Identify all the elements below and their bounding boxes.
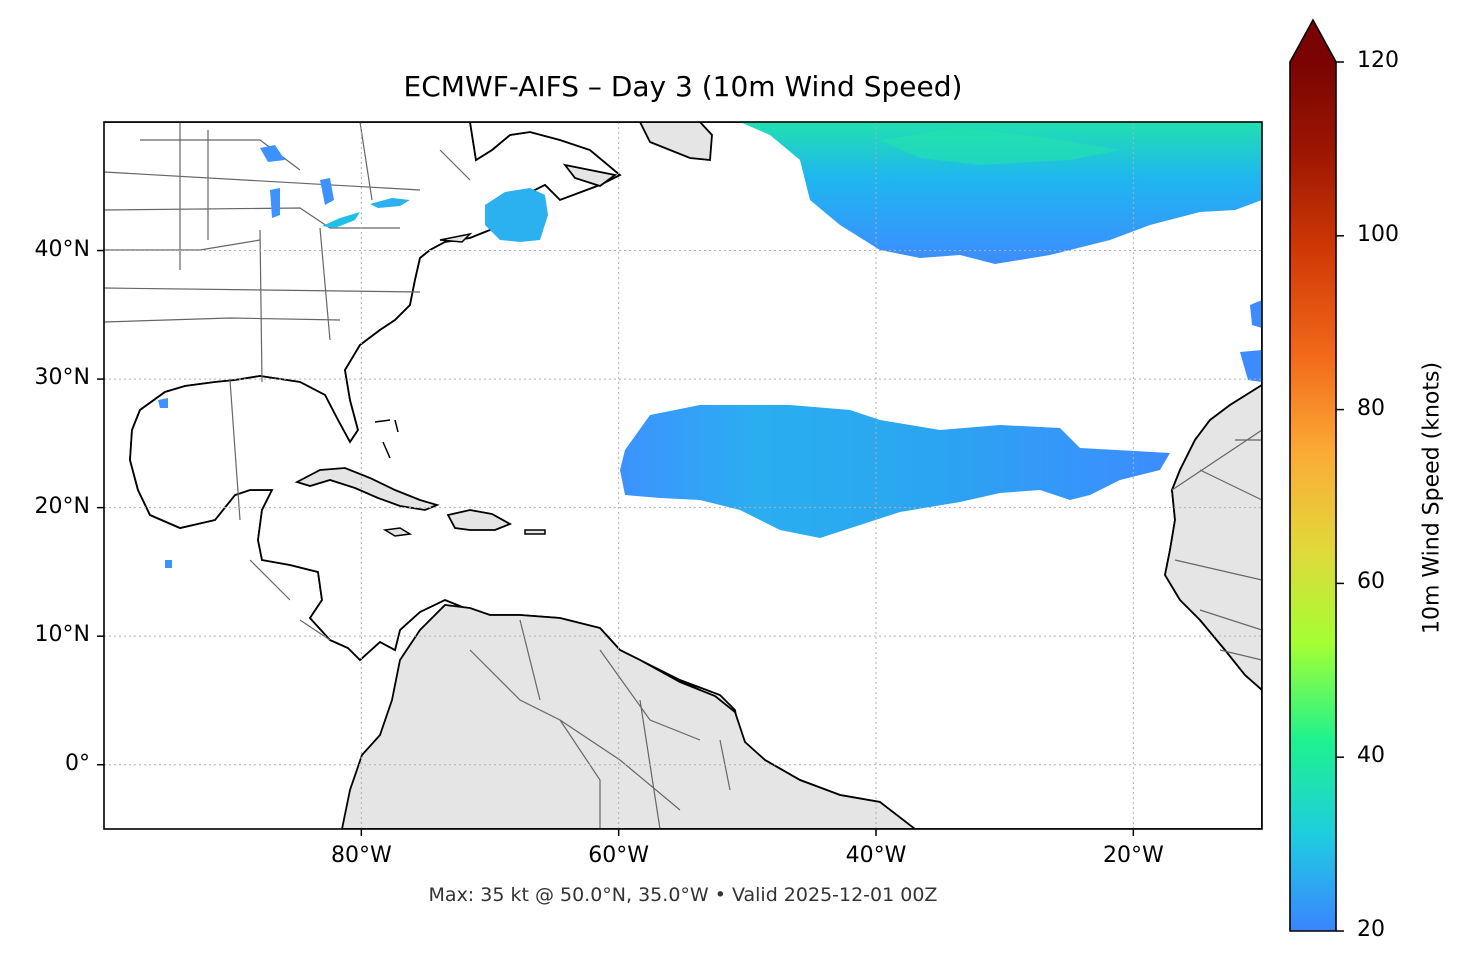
land-hispaniola	[446, 509, 513, 531]
colorbar	[1289, 18, 1344, 932]
lon-tick-label: 40°W	[845, 843, 907, 868]
wind-canary-islands-2	[1240, 350, 1262, 382]
lat-tick-label: 20°N	[34, 493, 90, 519]
wind-gulf-mexico-patch	[158, 398, 168, 408]
colorbar-ramp	[1290, 62, 1336, 931]
land-long-island	[439, 232, 473, 243]
lon-tick-label: 60°W	[588, 843, 650, 868]
colorbar-tick-label: 40	[1357, 743, 1385, 769]
wind-great-lakes-huron	[320, 178, 334, 205]
land-bahamas	[374, 419, 399, 459]
colorbar-outline	[1289, 18, 1337, 932]
wind-great-lakes-michigan	[270, 188, 280, 218]
colorbar-tick-label: 80	[1357, 395, 1385, 421]
wind-trade-band	[620, 405, 1170, 538]
wind-gulf-of-maine	[485, 188, 548, 242]
colorbar-tick-label: 60	[1357, 569, 1385, 595]
wind-jet-band	[740, 122, 1262, 264]
map-area	[104, 122, 1262, 829]
colorbar-tick-label: 100	[1357, 221, 1399, 247]
colorbar-ticks	[1336, 61, 1344, 932]
land-africa	[1164, 383, 1262, 692]
lat-tick-label: 30°N	[34, 365, 90, 391]
wind-jet-streak	[880, 128, 1120, 165]
land-newfoundland	[638, 122, 713, 161]
lon-tick-label: 20°W	[1102, 843, 1164, 868]
map-footer: Max: 35 kt @ 50.0°N, 35.0°W • Valid 2025…	[428, 884, 938, 906]
colorbar-tick-label: 20	[1357, 917, 1385, 942]
colorbar-extend-arrow	[1290, 20, 1336, 62]
colorbar-tick-label: 120	[1357, 48, 1399, 73]
wind-pacific-patch	[165, 560, 172, 568]
wind-great-lakes-erie	[322, 212, 360, 228]
land-jamaica	[382, 527, 413, 537]
wind-great-lakes-ontario	[370, 198, 410, 208]
land-nova-scotia	[562, 163, 618, 187]
lat-tick-label: 10°N	[34, 622, 90, 648]
land-puerto-rico	[524, 529, 546, 535]
map-title: ECMWF-AIFS – Day 3 (10m Wind Speed)	[403, 70, 963, 103]
map-ticks	[97, 249, 1135, 836]
gridlines	[104, 122, 1262, 829]
lon-tick-label: 80°W	[330, 843, 392, 868]
colorbar-axis-label: 10m Wind Speed (knots)	[1419, 361, 1445, 635]
map-frame	[103, 121, 1263, 830]
lat-tick-label: 40°N	[34, 236, 90, 262]
wind-canary-islands-1	[1250, 300, 1262, 328]
land-south-america	[341, 604, 917, 829]
lat-tick-label: 0°	[65, 750, 90, 776]
wind-great-lakes-superior	[260, 145, 285, 162]
